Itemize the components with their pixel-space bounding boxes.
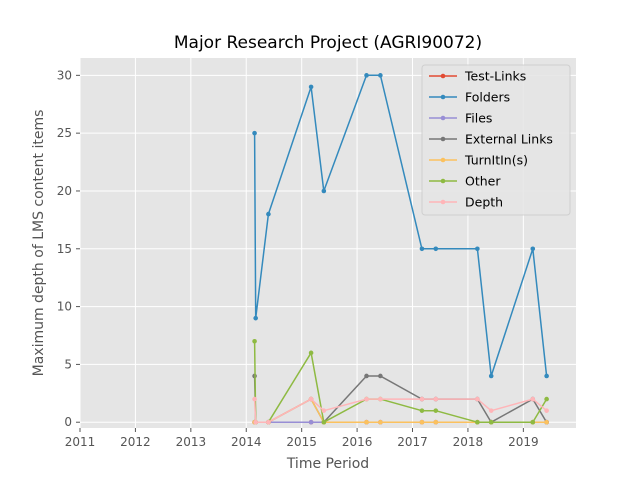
- data-point: [364, 73, 369, 78]
- legend-marker: [440, 73, 446, 79]
- x-tick-label: 2014: [231, 435, 262, 449]
- data-point: [433, 396, 439, 402]
- data-point: [321, 419, 327, 425]
- data-point: [433, 419, 439, 425]
- y-tick-label: 10: [57, 300, 72, 314]
- legend-marker: [440, 157, 446, 163]
- legend-item: External Links: [429, 132, 553, 147]
- x-tick-label: 2012: [120, 435, 151, 449]
- series-depth: [252, 396, 549, 425]
- data-point: [475, 419, 480, 425]
- x-tick-label: 2018: [453, 435, 484, 449]
- chart-title: Major Research Project (AGRI90072): [174, 33, 482, 53]
- data-point: [364, 396, 369, 402]
- legend-marker: [440, 94, 446, 100]
- data-point: [530, 246, 536, 252]
- y-tick-label: 15: [57, 242, 72, 256]
- y-tick-label: 5: [64, 357, 72, 371]
- y-axis-label: Maximum depth of LMS content items: [31, 110, 47, 377]
- data-point: [419, 396, 425, 402]
- data-point: [308, 419, 314, 425]
- data-point: [308, 84, 314, 90]
- data-point: [530, 396, 536, 402]
- data-point: [308, 396, 314, 402]
- x-tick-label: 2016: [342, 435, 373, 449]
- legend: Test-Links Folders Files External Links Turn…: [421, 64, 571, 216]
- data-point: [378, 396, 383, 402]
- x-tick-label: 2019: [508, 435, 539, 449]
- x-tick-label: 2015: [286, 435, 317, 449]
- legend-label: Folders: [465, 90, 510, 105]
- legend-item: Files: [429, 111, 492, 126]
- x-tick-label: 2011: [65, 435, 96, 449]
- legend-item: Other: [429, 174, 501, 189]
- data-point: [321, 408, 327, 413]
- data-point: [544, 408, 549, 413]
- data-point: [378, 73, 383, 78]
- data-point: [419, 419, 425, 425]
- data-point: [266, 211, 271, 217]
- data-point: [530, 419, 536, 425]
- data-point: [433, 408, 439, 413]
- legend-item: Depth: [429, 195, 503, 210]
- legend-box: [421, 64, 571, 216]
- data-point: [321, 188, 327, 194]
- data-point: [253, 419, 258, 425]
- data-point: [378, 373, 383, 379]
- data-point: [253, 315, 258, 321]
- legend-label: Files: [465, 111, 492, 126]
- legend-label: TurnItIn(s): [464, 153, 528, 168]
- data-point: [488, 408, 494, 413]
- data-point: [419, 246, 425, 252]
- data-point: [378, 419, 383, 425]
- legend-marker: [440, 199, 446, 205]
- data-point: [364, 373, 369, 379]
- data-point: [488, 419, 494, 425]
- data-point: [544, 396, 549, 402]
- axis-ticks: 2011 2012 2013 2014 2015 2016 2017 2018 20190510…: [57, 68, 539, 449]
- series-folders: [252, 73, 549, 379]
- x-axis-label: Time Period: [286, 456, 369, 472]
- y-tick-label: 20: [57, 184, 72, 198]
- data-point: [266, 419, 271, 425]
- data-point: [252, 338, 257, 344]
- data-point: [475, 246, 480, 252]
- legend-label: Test-Links: [464, 69, 526, 84]
- y-tick-label: 25: [57, 126, 72, 140]
- legend-item: Test-Links: [429, 69, 526, 84]
- data-point: [544, 373, 549, 379]
- data-point: [544, 419, 549, 425]
- data-point: [433, 246, 439, 252]
- data-point: [252, 130, 257, 136]
- data-point: [308, 350, 314, 356]
- legend-item: TurnItIn(s): [429, 153, 528, 168]
- data-point: [488, 373, 494, 379]
- data-point: [364, 419, 369, 425]
- x-tick-label: 2013: [176, 435, 207, 449]
- data-point: [419, 408, 425, 413]
- legend-label: Other: [465, 174, 501, 189]
- data-point: [252, 396, 257, 402]
- legend-marker: [440, 136, 446, 142]
- legend-item: Folders: [429, 90, 510, 105]
- data-point: [475, 396, 480, 402]
- legend-label: External Links: [465, 132, 553, 147]
- x-tick-label: 2017: [397, 435, 428, 449]
- series-layer: [252, 73, 549, 425]
- legend-marker: [440, 178, 446, 184]
- y-tick-label: 30: [57, 68, 72, 82]
- y-tick-label: 0: [64, 415, 72, 429]
- legend-marker: [440, 115, 446, 121]
- legend-label: Depth: [465, 195, 503, 210]
